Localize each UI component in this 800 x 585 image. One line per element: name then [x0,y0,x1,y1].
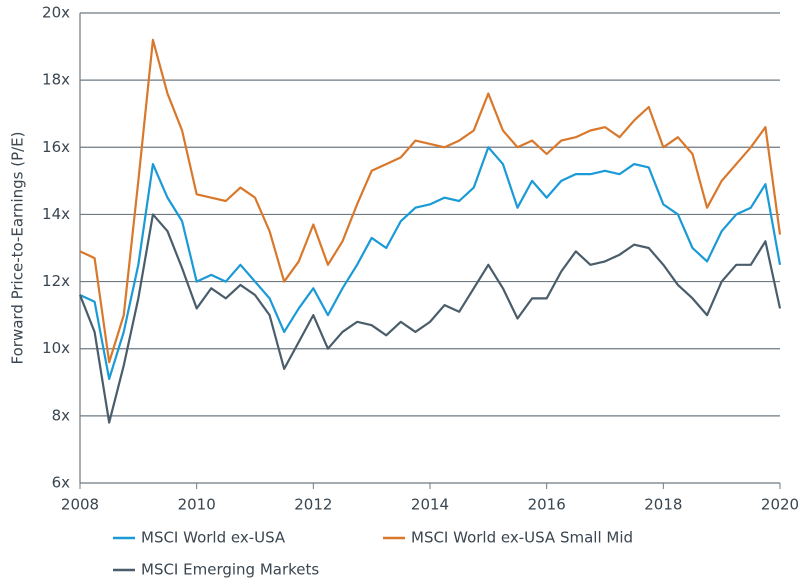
x-tick-label: 2012 [294,496,332,514]
y-tick-label: 14x [42,205,70,223]
y-tick-label: 10x [42,339,70,357]
x-tick-label: 2016 [528,496,566,514]
y-axis-label: Forward Price-to-Earnings (P/E) [9,132,27,365]
series-line [79,38,782,364]
x-tick-label: 2008 [61,496,99,514]
y-tick-label: 16x [42,138,70,156]
x-tick-label: 2014 [411,496,449,514]
x-tick-label: 2020 [761,496,799,514]
y-tick-label: 12x [42,272,70,290]
legend-label: MSCI World ex-USA [141,529,286,547]
y-tick-label: 18x [42,71,70,89]
y-tick-label: 20x [42,4,70,22]
y-tick-label: 6x [52,474,71,492]
x-tick-label: 2010 [178,496,216,514]
series-line [78,213,782,424]
y-tick-label: 8x [52,406,71,424]
series-line [79,146,782,381]
legend-label: MSCI Emerging Markets [141,561,319,579]
legend-label: MSCI World ex-USA Small Mid [411,529,633,547]
x-tick-label: 2018 [644,496,682,514]
